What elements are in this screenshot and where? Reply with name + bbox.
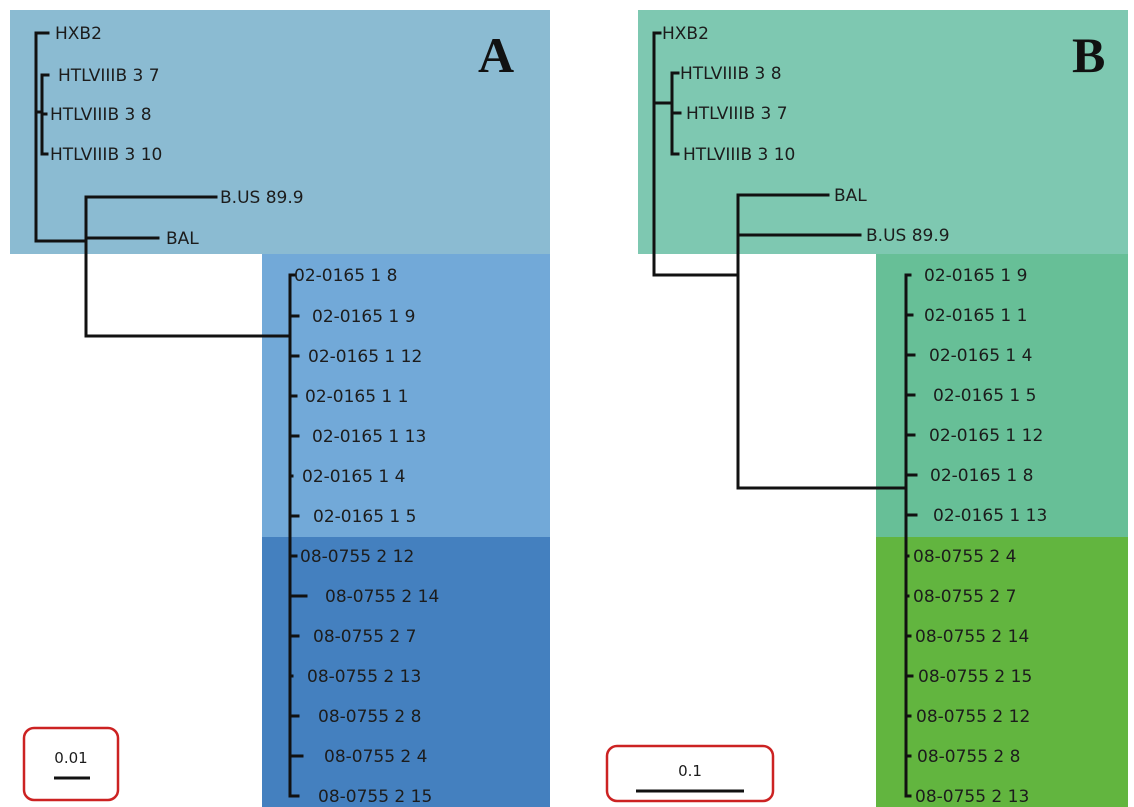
leaf-label: B.US 89.9 — [220, 188, 304, 208]
leaf-label: 08-0755 2 15 — [318, 787, 432, 807]
panel-b: B — [605, 10, 1128, 807]
leaf-label: HXB2 — [662, 24, 709, 44]
panel-a: A — [10, 10, 550, 807]
leaf-label: 08-0755 2 4 — [324, 747, 427, 767]
leaf-label: 02-0165 1 4 — [929, 346, 1032, 366]
leaf-label: 08-0755 2 12 — [300, 547, 414, 567]
panel-a-patient-02-0165-region — [262, 254, 550, 537]
leaf-label: 08-0755 2 13 — [915, 787, 1029, 807]
leaf-label: 08-0755 2 13 — [307, 667, 421, 687]
panel-b-patient-02-0165-region — [876, 254, 1128, 537]
leaf-label: 02-0165 1 12 — [308, 347, 422, 367]
panel-b-patient-08-0755-region — [876, 537, 1128, 807]
leaf-label: HXB2 — [55, 24, 102, 44]
leaf-label: HTLVIIIB 3 10 — [683, 145, 795, 165]
panel-b-leaf-labels: HXB2 HTLVIIIB 3 8 HTLVIIIB 3 7 HTLVIIIB … — [662, 24, 1047, 807]
panel-a-tree — [34, 31, 308, 798]
leaf-label: 02-0165 1 5 — [313, 507, 416, 527]
scale-bar-label: 0.1 — [678, 762, 702, 780]
leaf-label: 02-0165 1 8 — [930, 466, 1033, 486]
leaf-label: 02-0165 1 9 — [312, 307, 415, 327]
panel-a-scale-bar: 0.01 — [22, 726, 120, 802]
panel-b-scale-bar: 0.1 — [605, 744, 775, 803]
leaf-label: B.US 89.9 — [866, 226, 950, 246]
leaf-label: 02-0165 1 13 — [312, 427, 426, 447]
leaf-label: HTLVIIIB 3 7 — [686, 104, 788, 124]
leaf-label: 02-0165 1 4 — [302, 467, 405, 487]
leaf-label: HTLVIIIB 3 7 — [58, 66, 160, 86]
leaf-label: BAL — [834, 186, 867, 206]
leaf-label: 08-0755 2 4 — [913, 547, 1016, 567]
leaf-label: 02-0165 1 8 — [294, 266, 397, 286]
leaf-label: 08-0755 2 8 — [917, 747, 1020, 767]
leaf-label: 08-0755 2 7 — [313, 627, 416, 647]
leaf-label: 02-0165 1 1 — [305, 387, 408, 407]
leaf-label: HTLVIIIB 3 8 — [50, 105, 152, 125]
leaf-label: HTLVIIIB 3 8 — [680, 64, 782, 84]
panel-a-reference-region — [10, 10, 550, 254]
scale-bar-frame — [605, 744, 775, 803]
panel-a-leaf-labels: HXB2 HTLVIIIB 3 7 HTLVIIIB 3 8 HTLVIIIB … — [50, 24, 439, 807]
panel-b-letter: B — [1072, 27, 1105, 83]
leaf-label: BAL — [166, 229, 199, 249]
panel-b-reference-region — [638, 10, 1128, 254]
leaf-label: 08-0755 2 12 — [916, 707, 1030, 727]
leaf-label: 02-0165 1 9 — [924, 266, 1027, 286]
leaf-label: 08-0755 2 14 — [325, 587, 439, 607]
leaf-label: 08-0755 2 8 — [318, 707, 421, 727]
panel-b-tree — [652, 31, 918, 798]
leaf-label: HTLVIIIB 3 10 — [50, 145, 162, 165]
leaf-label: 02-0165 1 1 — [924, 306, 1027, 326]
leaf-label: 08-0755 2 15 — [918, 667, 1032, 687]
leaf-label: 08-0755 2 14 — [915, 627, 1029, 647]
leaf-label: 02-0165 1 12 — [929, 426, 1043, 446]
panel-a-letter: A — [478, 27, 514, 83]
scale-bar-label: 0.01 — [54, 749, 87, 767]
leaf-label: 02-0165 1 13 — [933, 506, 1047, 526]
scale-bar-frame — [22, 726, 120, 802]
panel-a-patient-08-0755-region — [262, 537, 550, 807]
leaf-label: 02-0165 1 5 — [933, 386, 1036, 406]
leaf-label: 08-0755 2 7 — [913, 587, 1016, 607]
